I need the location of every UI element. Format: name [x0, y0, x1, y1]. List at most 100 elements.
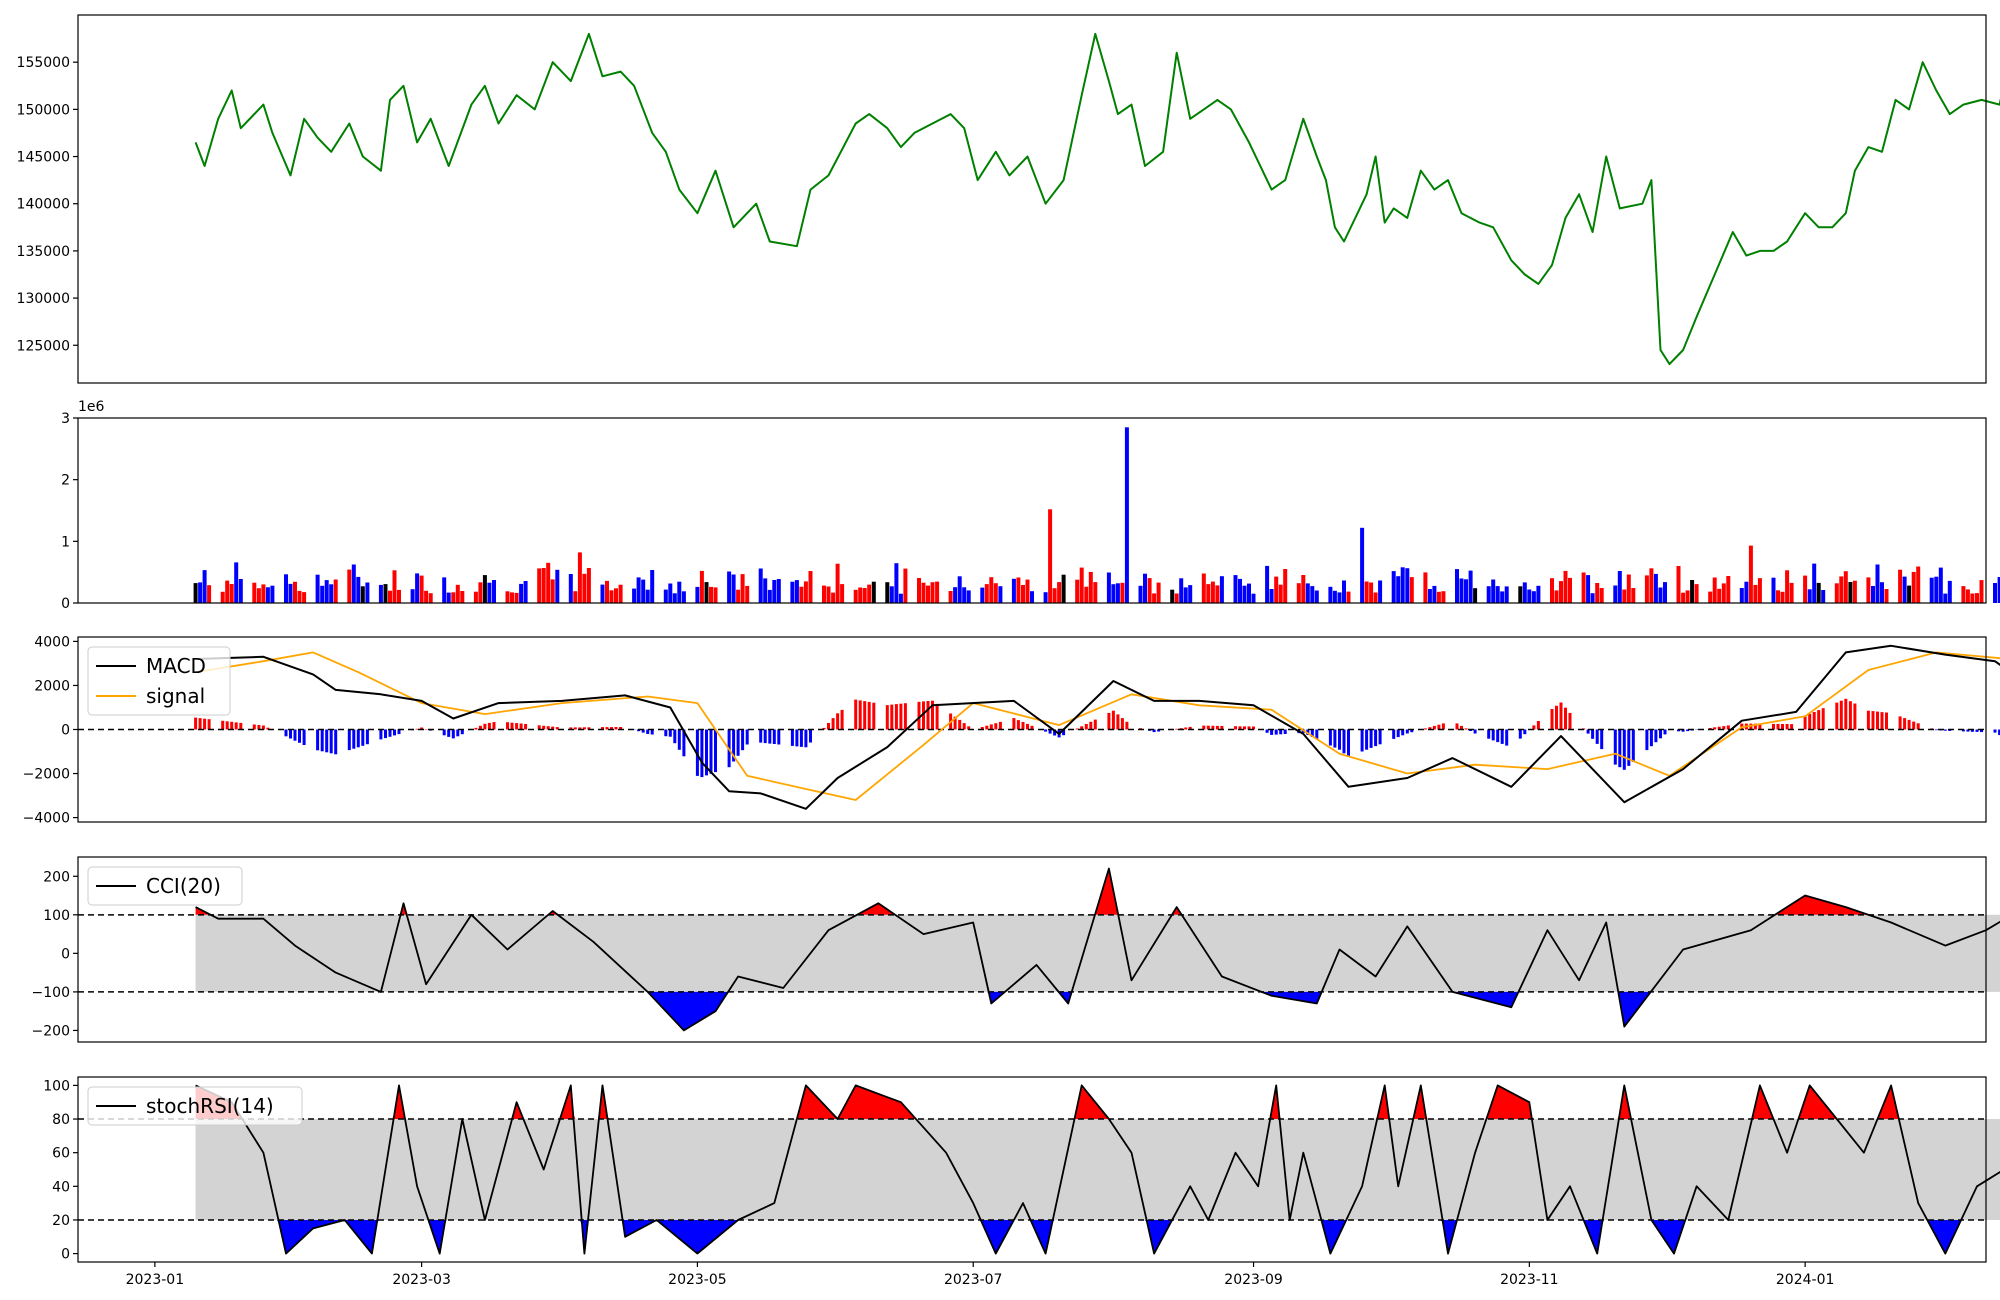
volume-bar [284, 574, 288, 603]
volume-bar [1030, 591, 1034, 603]
macd-histogram-bar [799, 729, 803, 747]
volume-bar [1685, 590, 1690, 603]
macd-histogram-bar [1998, 729, 2000, 736]
volume-bar [1283, 569, 1288, 603]
macd-histogram-bar [1817, 710, 1821, 730]
volume-bar [392, 570, 397, 603]
macd-histogram-bar [1116, 714, 1120, 730]
macd-histogram-bar [1681, 729, 1685, 732]
volume-bar [1744, 581, 1749, 603]
volume-bar [1464, 579, 1468, 603]
macd-histogram-bar [1080, 726, 1084, 730]
macd-histogram-bar [1012, 718, 1016, 730]
cci-legend-box [87, 866, 243, 906]
volume-bar [1441, 591, 1446, 603]
macd-histogram-bar [569, 727, 573, 730]
macd-histogram-bar [1093, 719, 1097, 730]
macd-histogram-bar [922, 701, 925, 730]
volume-ytick-label: 3 [61, 411, 70, 427]
volume-bar [650, 570, 655, 603]
price-ytick-label: 130000 [17, 291, 70, 307]
volume-bar [424, 590, 429, 603]
volume-offset-label: 1e6 [78, 399, 105, 415]
volume-bar [1057, 582, 1062, 603]
macd-histogram-bar [1188, 726, 1192, 730]
volume-bar [1152, 593, 1157, 603]
volume-bar [853, 589, 858, 603]
macd-histogram-bar [1211, 725, 1215, 730]
volume-bar [672, 593, 677, 603]
volume-bar [492, 580, 496, 603]
macd-histogram-bar [1206, 725, 1210, 730]
volume-bar [794, 580, 799, 603]
macd-histogram-bar [451, 729, 455, 739]
macd-histogram-bar [1975, 729, 1979, 732]
macd-histogram-bar [537, 725, 541, 730]
macd-histogram-bar [1473, 729, 1477, 734]
volume-bar [1274, 576, 1279, 603]
macd-histogram-bar [1215, 725, 1219, 730]
volume-bar [867, 584, 872, 603]
cci-ytick-label: 0 [61, 946, 70, 962]
price-ytick-label: 135000 [17, 244, 70, 260]
cci-panel: −200 −100 0 100 200 CCI(20) [32, 856, 2000, 1043]
macd-histogram-bar [492, 722, 496, 730]
macd-histogram-bar [903, 703, 907, 730]
volume-bar [1409, 577, 1414, 603]
volume-bar [1717, 588, 1722, 603]
volume-bar [1816, 582, 1821, 603]
macd-line [195, 644, 2000, 810]
macd-histogram-bar [1885, 712, 1888, 730]
volume-bar [1757, 578, 1762, 603]
volume-bar [889, 586, 894, 603]
volume-bar [333, 579, 338, 603]
macd-histogram-bar [1460, 725, 1463, 730]
macd-histogram-bar [610, 727, 613, 730]
macd-histogram-bar [1283, 729, 1287, 734]
volume-bar [1238, 578, 1242, 603]
volume-bar [1812, 563, 1817, 603]
macd-histogram-bar [1202, 725, 1206, 730]
volume-bar [1405, 568, 1410, 603]
price-line [194, 32, 2000, 366]
volume-bar [1504, 586, 1509, 603]
macd-histogram-bar [1243, 726, 1246, 730]
volume-bar [388, 590, 392, 603]
price-ytick-label: 145000 [17, 150, 70, 166]
volume-bar [586, 568, 591, 603]
macd-histogram-bar [1030, 725, 1034, 730]
volume-bar [1843, 571, 1848, 603]
macd-histogram-bar [329, 729, 333, 754]
price-ytick-label: 125000 [17, 338, 70, 354]
volume-bar [1527, 589, 1532, 603]
volume-bar [1658, 587, 1663, 603]
volume-bar [478, 582, 483, 603]
x-tick-label: 2023-01 [126, 1272, 185, 1288]
macd-histogram-bar [320, 729, 324, 752]
volume-bar [835, 563, 840, 603]
volume-bar [1821, 590, 1826, 603]
volume-bar [1852, 580, 1857, 603]
macd-histogram-bar [1686, 729, 1690, 732]
macd-histogram-bar [1916, 723, 1920, 730]
x-tick-label: 2023-11 [1500, 1272, 1559, 1288]
macd-histogram-bar [863, 701, 867, 730]
macd-histogram-bar [361, 729, 365, 746]
volume-bar [1247, 583, 1251, 603]
volume-bar [1771, 577, 1776, 603]
volume-bar [1880, 582, 1884, 603]
volume-bar [704, 582, 709, 603]
volume-bar [320, 585, 325, 603]
volume-bar [1934, 576, 1939, 603]
macd-histogram-bar [1392, 729, 1396, 739]
macd-histogram-bar [1839, 700, 1843, 730]
macd-histogram-bar [736, 729, 740, 756]
volume-bar [482, 575, 487, 603]
volume-bar [451, 592, 456, 603]
volume-bar [1975, 593, 1979, 603]
volume-bar [193, 583, 198, 603]
macd-histogram-bar [1107, 712, 1111, 730]
volume-bar [1721, 583, 1726, 603]
volume-bar [1649, 568, 1654, 603]
volume-bar [713, 587, 718, 603]
